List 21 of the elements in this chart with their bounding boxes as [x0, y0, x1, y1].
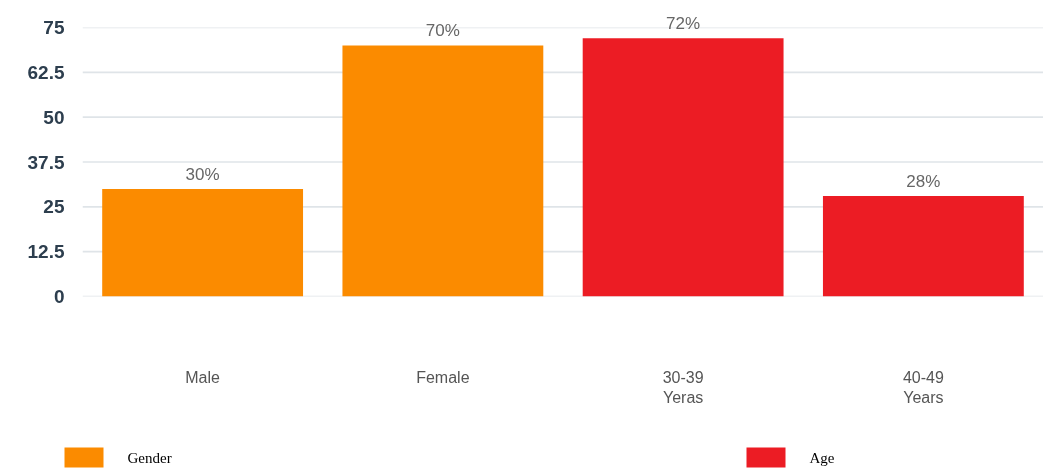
y-tick-label: 75	[43, 17, 65, 38]
legend-label: Age	[809, 449, 835, 466]
y-tick-label: 62.5	[27, 61, 65, 83]
data-label: 70%	[425, 21, 460, 41]
bar	[822, 196, 1024, 297]
x-tick-label: 30-39 Yeras	[662, 368, 704, 406]
bar	[342, 45, 544, 297]
y-tick-label: 37.5	[27, 151, 65, 173]
y-tick-label: 0	[53, 286, 65, 307]
y-tick-label: 12.5	[27, 241, 65, 263]
data-label: 28%	[906, 172, 941, 192]
bar	[582, 38, 784, 297]
y-tick-label: 25	[43, 196, 65, 218]
bar	[102, 188, 304, 297]
legend-label: Gender	[127, 449, 172, 466]
x-tick-label: 40-49 Years	[902, 368, 944, 406]
data-label: 30%	[185, 164, 220, 184]
y-tick-label: 50	[43, 106, 65, 128]
x-tick-label: Female	[416, 368, 470, 386]
data-label: 72%	[666, 14, 701, 34]
x-tick-label: Male	[185, 368, 221, 386]
